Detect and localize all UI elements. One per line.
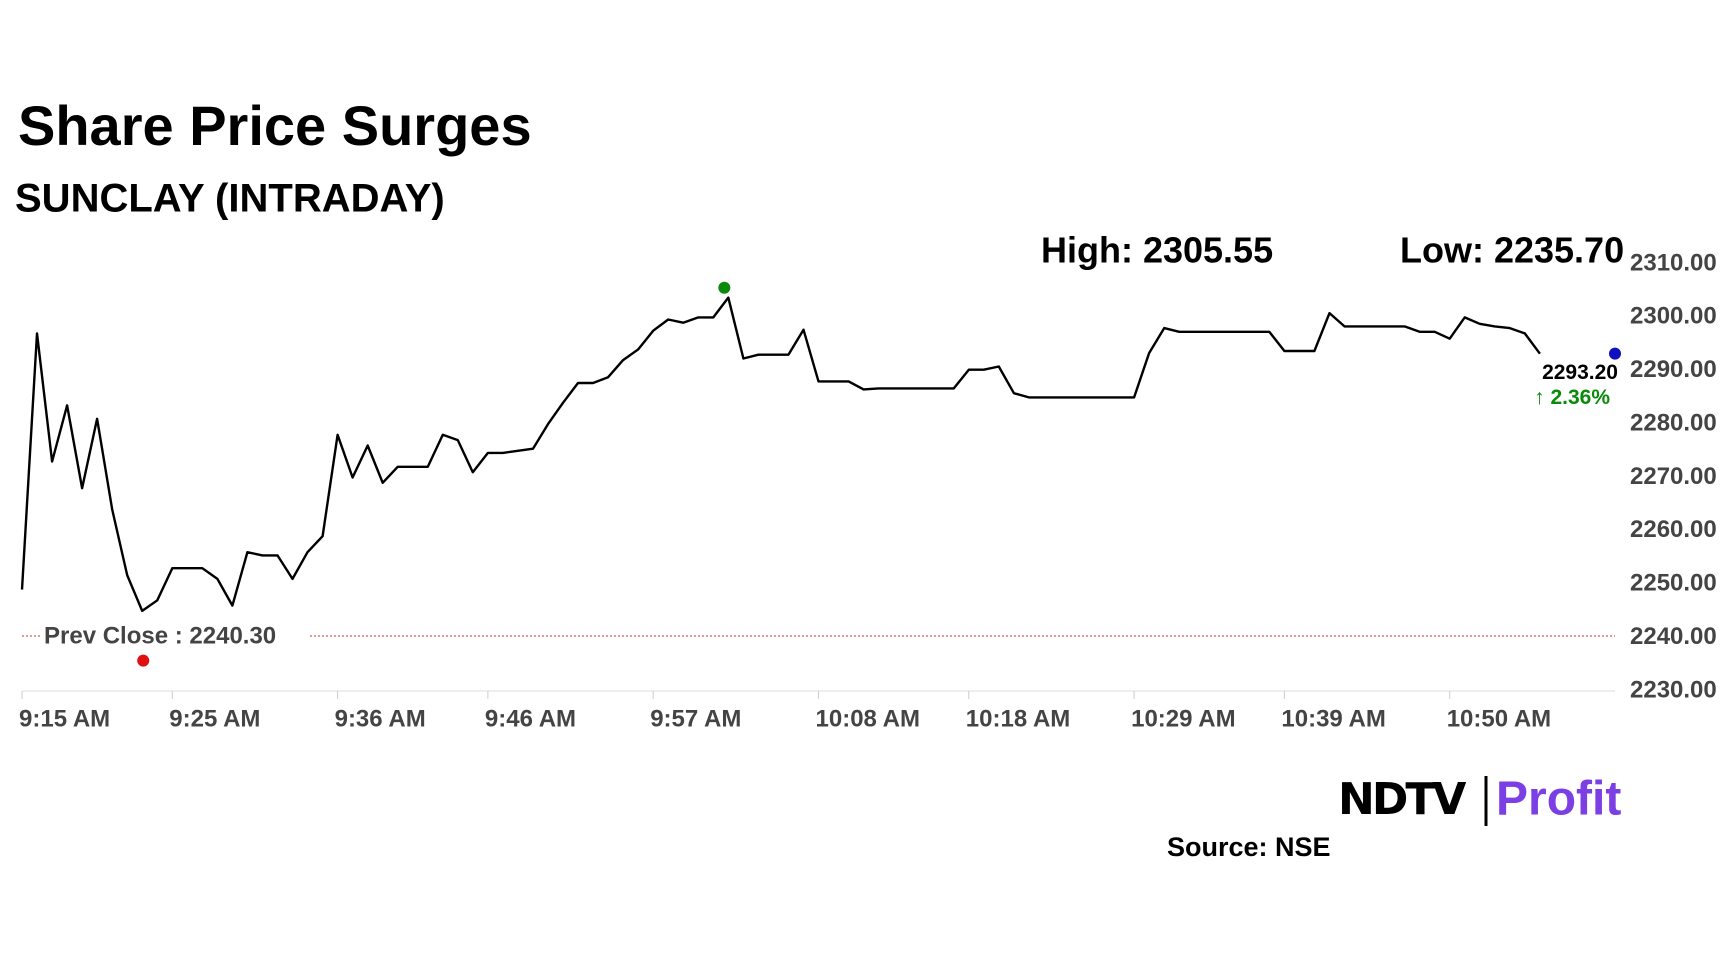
price-line — [20, 296, 1541, 613]
x-tick-label: 10:08 AM — [816, 705, 920, 732]
x-tick-label: 9:46 AM — [485, 705, 576, 732]
x-tick-label: 9:25 AM — [169, 705, 260, 732]
y-tick-label: 2300.00 — [1630, 303, 1717, 330]
x-tick-label: 9:36 AM — [335, 705, 426, 732]
x-tick-label: 10:50 AM — [1447, 705, 1551, 732]
chart-title: Share Price Surges — [18, 94, 532, 157]
prev-close-bg — [40, 620, 310, 651]
high-label: High: 2305.55 — [1041, 230, 1273, 271]
y-tick-label: 2230.00 — [1630, 676, 1717, 703]
y-tick-label: 2290.00 — [1630, 356, 1717, 383]
y-tick-label: 2250.00 — [1630, 570, 1717, 597]
y-tick-label: 2260.00 — [1630, 516, 1717, 543]
y-tick-label: 2310.00 — [1630, 249, 1717, 276]
last-price-label: 2293.20 — [1542, 361, 1618, 384]
last-price-marker — [1609, 347, 1621, 360]
logo-right: Profit — [1496, 773, 1621, 826]
x-tick-label: 9:57 AM — [650, 705, 741, 732]
low-marker — [137, 654, 150, 667]
source: Source: NSE — [1167, 832, 1331, 862]
y-tick-label: 2270.00 — [1630, 463, 1717, 490]
x-tick-label: 9:15 AM — [19, 705, 110, 732]
logo: NDTV Profit — [1338, 773, 1621, 826]
prev-close-label: Prev Close : 2240.30 — [44, 622, 276, 649]
high-marker — [718, 281, 731, 294]
y-tick-label: 2280.00 — [1630, 409, 1717, 436]
x-tick-label: 10:18 AM — [966, 705, 1070, 732]
change-label: ↑ 2.36% — [1534, 386, 1610, 409]
low-label: Low: 2235.70 — [1400, 230, 1624, 271]
chart-subtitle: SUNCLAY (INTRADAY) — [15, 177, 445, 221]
x-tick-label: 10:29 AM — [1131, 705, 1235, 732]
x-tick-label: 10:39 AM — [1281, 705, 1385, 732]
logo-left: NDTV — [1338, 774, 1466, 825]
y-tick-label: 2240.00 — [1630, 623, 1717, 650]
